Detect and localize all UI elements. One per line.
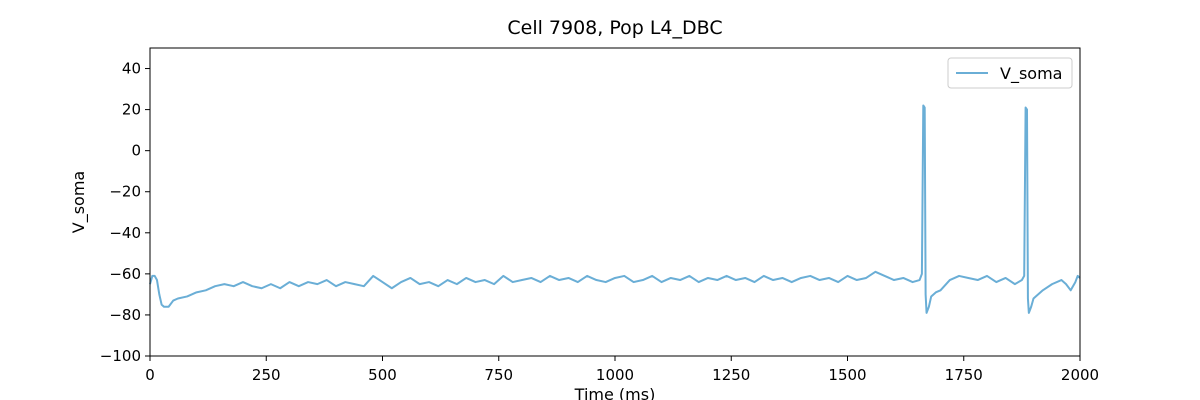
y-tick-label: −60 <box>109 265 141 283</box>
x-axis-label: Time (ms) <box>574 385 656 400</box>
y-axis-label: V_soma <box>69 171 89 233</box>
y-tick-label: −20 <box>109 183 141 201</box>
y-tick-label: −40 <box>109 224 141 242</box>
x-tick-label: 750 <box>484 366 513 384</box>
x-tick-label: 1000 <box>596 366 634 384</box>
x-tick-label: 250 <box>252 366 281 384</box>
y-tick-label: 40 <box>122 60 141 78</box>
y-tick-label: −100 <box>100 347 141 365</box>
series-line <box>149 104 1081 314</box>
x-tick-label: 1250 <box>712 366 750 384</box>
legend-box <box>947 57 1073 89</box>
y-tick-label: −80 <box>109 306 141 324</box>
plot-frame <box>149 47 1081 357</box>
y-tick-label: 20 <box>122 101 141 119</box>
chart-title: Cell 7908, Pop L4_DBC <box>507 17 722 39</box>
x-tick-label: 1500 <box>828 366 866 384</box>
x-tick-label: 1750 <box>945 366 983 384</box>
x-tick-label: 2000 <box>1061 366 1099 384</box>
x-tick-label: 0 <box>145 366 155 384</box>
legend-label: V_soma <box>1000 64 1062 84</box>
x-tick-label: 500 <box>368 366 397 384</box>
y-tick-label: 0 <box>131 142 141 160</box>
